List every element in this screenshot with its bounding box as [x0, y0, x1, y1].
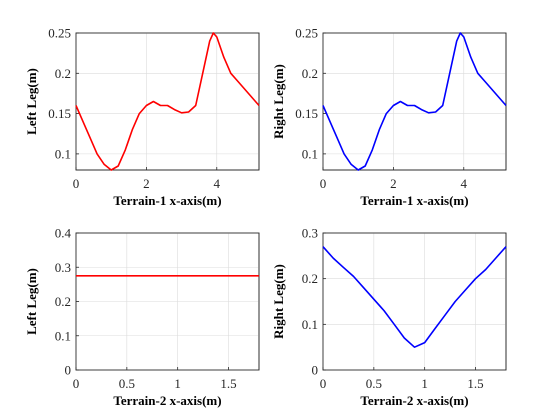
- plot-area: [322, 232, 507, 371]
- y-tick-label: 0: [312, 363, 319, 378]
- x-tick-label: 4: [214, 176, 221, 191]
- y-tick-label: 0.1: [302, 146, 318, 161]
- series-line-1: [75, 32, 260, 171]
- y-tick-label: 0.3: [55, 260, 71, 275]
- y-axis-label: Left Leg(m): [24, 68, 39, 135]
- y-tick-label: 0.1: [302, 317, 318, 332]
- y-axis-label: Right Leg(m): [271, 64, 286, 139]
- y-axis-label: Left Leg(m): [24, 268, 39, 335]
- y-tick-label: 0: [65, 363, 72, 378]
- y-tick-label: 0.2: [302, 66, 318, 81]
- series-line-1: [322, 246, 507, 349]
- plot-area: [75, 32, 260, 171]
- y-tick-label: 0.2: [302, 271, 318, 286]
- x-tick-label: 2: [390, 176, 397, 191]
- chart-panel-4: 0 0.5 1 1.5 0 0.1 0.2 0.3 Terrain-2 x-axis(m) Rig…: [271, 226, 507, 408]
- y-tick-label: 0.4: [55, 226, 72, 241]
- series-line-1: [322, 32, 507, 171]
- chart-panel-1: 0 2 4 0.1 0.15 0.2 0.25 Terrain-1 x-axis(m) Left…: [24, 26, 260, 208]
- x-axis-label: Terrain-1 x-axis(m): [360, 193, 468, 208]
- chart-panel-2: 0 2 4 0.1 0.15 0.2 0.25 Terrain-1 x-axis(m) Righ…: [271, 26, 507, 208]
- plot-frame: [322, 232, 507, 371]
- x-tick-label: 0: [320, 376, 327, 391]
- y-tick-label: 0.15: [48, 106, 71, 121]
- y-tick-label: 0.1: [55, 146, 71, 161]
- y-tick-label: 0.15: [295, 106, 318, 121]
- plot-frame: [75, 232, 260, 371]
- x-axis-label: Terrain-2 x-axis(m): [113, 393, 221, 408]
- x-axis-label: Terrain-2 x-axis(m): [360, 393, 468, 408]
- x-tick-label: 1.5: [467, 376, 483, 391]
- x-tick-label: 1: [174, 376, 181, 391]
- x-tick-label: 1: [421, 376, 428, 391]
- x-tick-label: 0.5: [119, 376, 135, 391]
- x-tick-label: 0: [73, 376, 80, 391]
- plot-area: [322, 32, 507, 171]
- x-tick-label: 0.5: [366, 376, 382, 391]
- y-tick-label: 0.3: [302, 226, 318, 241]
- y-tick-label: 0.25: [295, 26, 318, 41]
- y-tick-label: 0.25: [48, 26, 71, 41]
- y-tick-label: 0.2: [55, 66, 71, 81]
- y-tick-label: 0.1: [55, 328, 71, 343]
- y-tick-label: 0.2: [55, 294, 71, 309]
- x-tick-label: 0: [73, 176, 80, 191]
- x-tick-label: 4: [461, 176, 468, 191]
- chart-panel-3: 0 0.5 1 1.5 0 0.1 0.2 0.3 0.4 Terrain-2 x-axis(m)…: [24, 226, 260, 408]
- x-axis-label: Terrain-1 x-axis(m): [113, 193, 221, 208]
- plot-frame: [75, 32, 260, 171]
- y-axis-label: Right Leg(m): [271, 264, 286, 339]
- plot-frame: [322, 32, 507, 171]
- x-tick-label: 1.5: [220, 376, 236, 391]
- x-tick-label: 2: [143, 176, 150, 191]
- x-tick-label: 0: [320, 176, 327, 191]
